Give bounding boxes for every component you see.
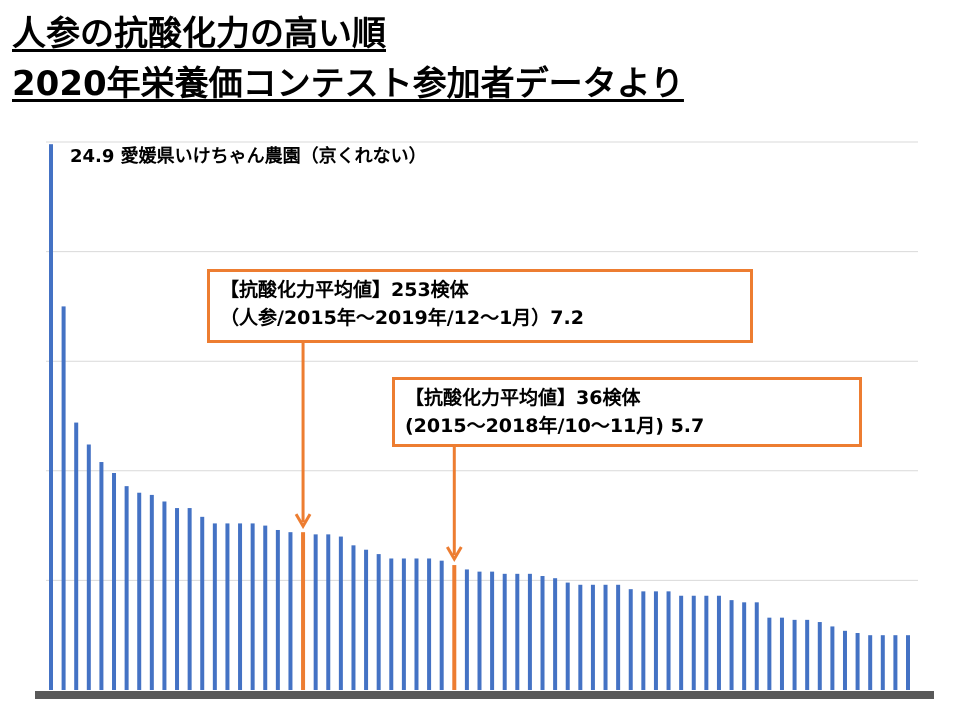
- bar: [792, 619, 797, 690]
- bar: [893, 635, 898, 690]
- bar: [754, 602, 759, 690]
- bar: [880, 635, 885, 690]
- bar: [742, 602, 747, 690]
- bar: [288, 532, 293, 690]
- bar: [401, 558, 406, 690]
- callout-arrows: [294, 343, 463, 563]
- bar: [187, 508, 192, 690]
- bar: [112, 472, 117, 690]
- bar: [805, 619, 810, 690]
- bars: [49, 144, 910, 690]
- bar: [49, 144, 53, 690]
- bar: [263, 525, 268, 690]
- bar: [74, 422, 79, 690]
- callout-average-253-line1: 【抗酸化力平均値】253検体: [220, 279, 469, 301]
- bar: [200, 516, 205, 690]
- bar: [855, 633, 860, 690]
- bar: [830, 626, 835, 690]
- callout-average-36-line1: 【抗酸化力平均値】36検体: [405, 387, 641, 409]
- top-bar-label: 24.9 愛媛県いけちゃん農園（京くれない）: [70, 145, 427, 167]
- bar: [868, 635, 873, 690]
- bar: [389, 558, 394, 690]
- bar: [477, 571, 482, 690]
- bar: [250, 523, 255, 690]
- callout-arrow-head: [445, 546, 463, 563]
- bar: [212, 523, 217, 690]
- callout-average-253: 【抗酸化力平均値】253検体 （人参/2015年～2019年/12～1月）7.2: [207, 269, 753, 343]
- bar: [603, 584, 608, 690]
- bar: [515, 573, 520, 690]
- bar: [149, 494, 154, 690]
- bar: [225, 523, 230, 690]
- bar: [464, 569, 469, 690]
- bar: [137, 492, 142, 690]
- chart-title-line2: 2020年栄養価コンテスト参加者データより: [12, 64, 684, 104]
- bar: [162, 501, 167, 690]
- bar: [313, 534, 318, 690]
- bar: [653, 591, 658, 690]
- bar: [679, 595, 684, 690]
- bar-average-highlight: [452, 565, 457, 690]
- bar: [439, 560, 444, 690]
- bar: [779, 617, 784, 690]
- bar: [906, 635, 910, 690]
- bar: [704, 595, 709, 690]
- bar: [578, 584, 583, 690]
- bar: [628, 589, 633, 690]
- bar: [565, 582, 570, 690]
- callout-average-36: 【抗酸化力平均値】36検体 (2015～2018年/10～11月) 5.7: [392, 377, 862, 447]
- bar: [61, 306, 66, 690]
- bar: [414, 558, 419, 690]
- bar: [364, 549, 369, 690]
- bar: [326, 534, 331, 690]
- bar: [376, 554, 381, 690]
- bar: [527, 573, 532, 690]
- bar: [842, 630, 847, 690]
- callout-average-36-line2: (2015～2018年/10～11月) 5.7: [405, 415, 705, 437]
- bar-average-highlight: [301, 532, 306, 690]
- bar: [716, 595, 721, 690]
- bar: [86, 444, 91, 690]
- chart-title-line1: 人参の抗酸化力の高い順: [12, 14, 386, 54]
- bar: [275, 529, 280, 690]
- bar: [767, 617, 772, 690]
- bar: [817, 622, 822, 690]
- bar: [502, 573, 507, 690]
- bar: [729, 600, 734, 690]
- bar: [124, 486, 129, 690]
- callout-arrow-head: [294, 513, 312, 530]
- bar: [238, 523, 243, 690]
- bar: [590, 584, 595, 690]
- bar: [490, 571, 495, 690]
- bar: [427, 558, 432, 690]
- callout-average-253-line2: （人参/2015年～2019年/12～1月）7.2: [220, 307, 584, 329]
- bar: [553, 578, 558, 690]
- bar: [175, 508, 180, 690]
- bar: [338, 536, 343, 690]
- bar: [351, 545, 356, 690]
- bar: [616, 584, 621, 690]
- bar: [99, 462, 104, 690]
- bar: [641, 591, 646, 690]
- bar: [691, 595, 696, 690]
- bar: [540, 576, 545, 690]
- x-axis-baseline: [35, 691, 934, 699]
- bar: [666, 591, 671, 690]
